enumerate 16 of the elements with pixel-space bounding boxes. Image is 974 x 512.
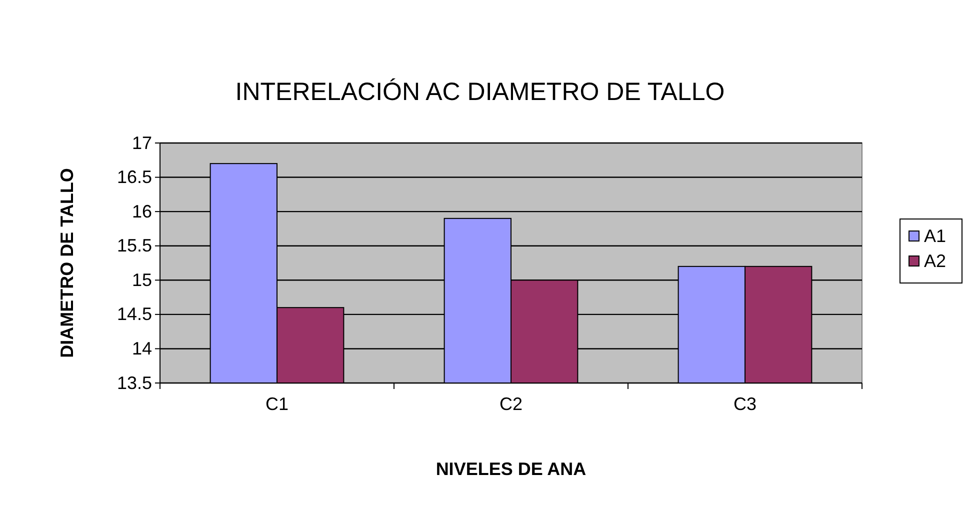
y-tick-label: 14.5 [116,304,152,324]
x-tick-label: C2 [499,394,523,414]
x-tick-label: C1 [265,394,289,414]
y-tick-label: 17 [132,132,152,153]
legend-label: A1 [924,226,946,246]
y-tick-label: 15.5 [116,236,152,256]
y-tick-label: 15 [132,270,152,290]
y-tick-label: 16 [132,201,152,222]
y-tick-label: 13.5 [116,372,152,393]
y-tick-label: 14 [132,338,152,358]
x-axis-title: NIVELES DE ANA [436,459,586,479]
chart-title: INTERELACIÓN AC DIAMETRO DE TALLO [235,78,725,106]
legend-label: A2 [924,251,946,271]
x-tick-label: C3 [733,394,757,414]
y-axis-title: DIAMETRO DE TALLO [57,168,77,358]
y-tick-label: 16.5 [116,167,152,188]
